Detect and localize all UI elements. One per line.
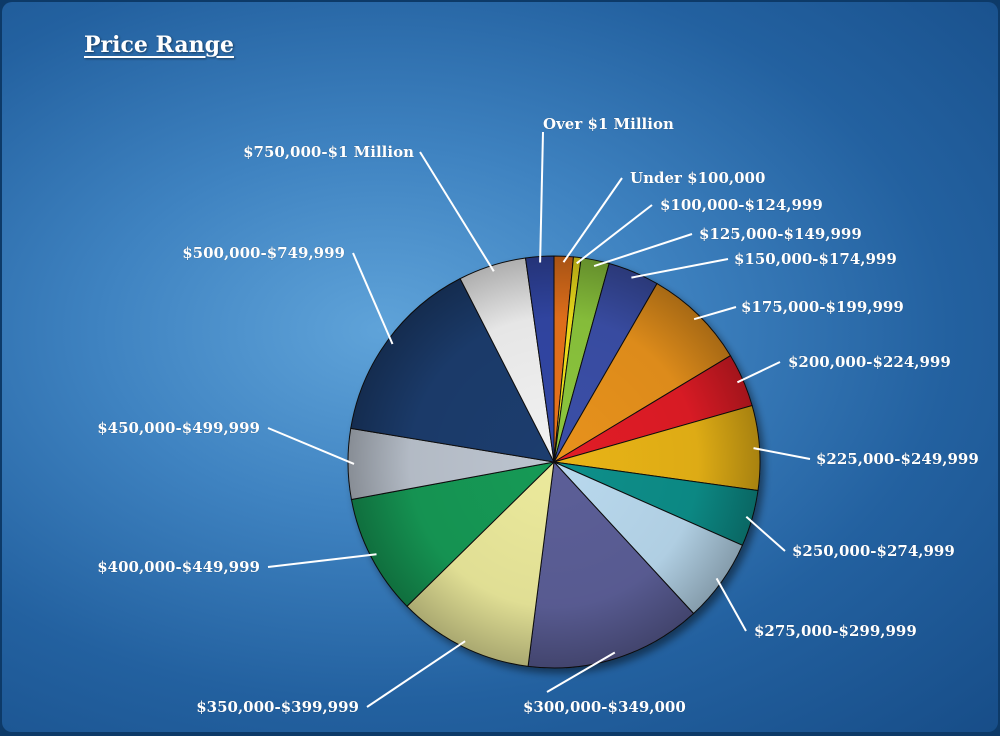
- leader-lines: [267, 131, 811, 708]
- leader-line: [546, 651, 616, 693]
- slice-label: $200,000-$224,999: [788, 353, 951, 371]
- slice-label: $300,000-$349,000: [523, 698, 686, 716]
- slice-labels: Under $100,000 $100,000-$124,999 $125,000-…: [97, 115, 979, 717]
- slice-label: $250,000-$274,999: [792, 542, 955, 560]
- leader-line: [539, 131, 544, 263]
- leader-line: [419, 151, 495, 272]
- slice-label: Under $100,000: [630, 169, 765, 187]
- slice-label: Over $1 Million: [543, 115, 674, 133]
- leader-line: [267, 427, 355, 465]
- slice-label: $175,000-$199,999: [741, 298, 904, 316]
- slice-label: $500,000-$749,999: [182, 244, 345, 262]
- leader-line: [352, 252, 394, 345]
- leader-line: [745, 516, 786, 552]
- slice-label: $350,000-$399,999: [196, 698, 359, 716]
- leader-line: [267, 553, 377, 568]
- slice-label: $125,000-$149,999: [699, 225, 862, 243]
- slice-label: $275,000-$299,999: [754, 622, 917, 640]
- leader-line: [593, 233, 693, 268]
- leader-line: [753, 447, 811, 460]
- slice-label: $150,000-$174,999: [734, 250, 897, 268]
- leader-line: [366, 640, 466, 708]
- leader-line: [736, 361, 781, 384]
- slice-label: $400,000-$449,999: [97, 558, 260, 576]
- slice-label: $750,000-$1 Million: [243, 143, 414, 161]
- chart-title: Price Range: [84, 32, 234, 58]
- leader-line: [562, 177, 623, 263]
- slice-label: $450,000-$499,999: [97, 419, 260, 437]
- leader-line: [576, 204, 653, 265]
- slice-label: $225,000-$249,999: [816, 450, 979, 468]
- leader-line: [693, 306, 737, 321]
- leader-line: [715, 577, 747, 632]
- leader-line: [631, 258, 729, 279]
- slice-label: $100,000-$124,999: [660, 196, 823, 214]
